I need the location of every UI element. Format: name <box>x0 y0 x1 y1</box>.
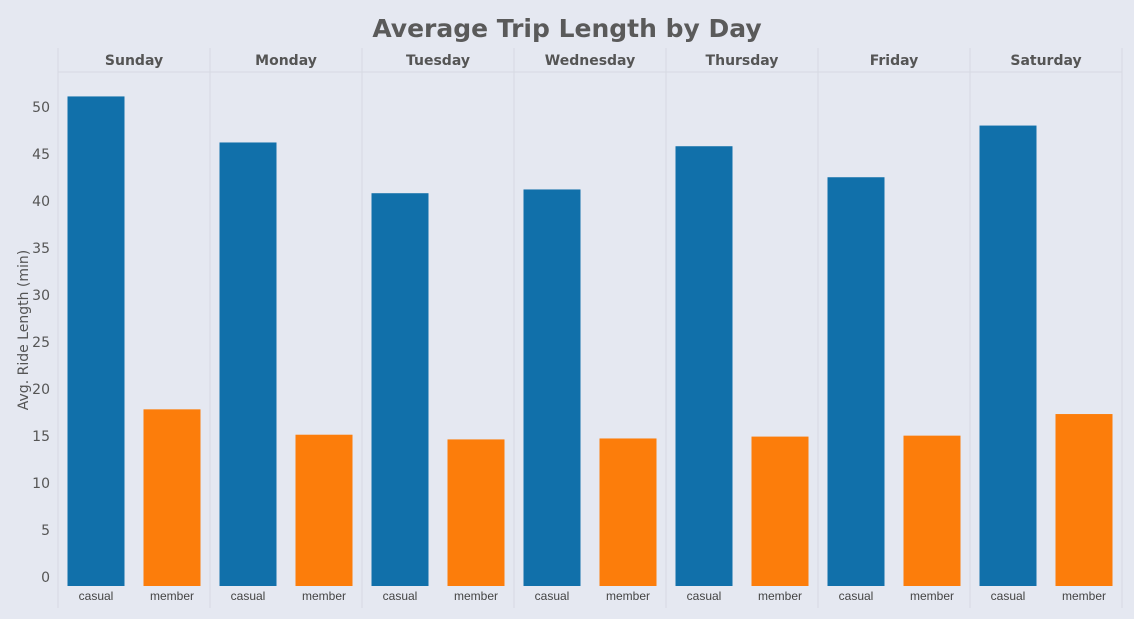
y-tick-label: 10 <box>32 476 50 492</box>
bar <box>219 142 277 586</box>
day-header: Wednesday <box>545 53 635 69</box>
bar <box>295 434 353 586</box>
day-header: Saturday <box>1010 53 1081 69</box>
x-tick-label: member <box>302 589 346 603</box>
bar <box>675 146 733 586</box>
x-tick-label: member <box>758 589 802 603</box>
x-tick-label: casual <box>231 589 266 603</box>
day-header: Thursday <box>706 53 779 69</box>
y-tick-label: 15 <box>32 429 50 445</box>
day-header: Monday <box>255 53 317 69</box>
bar <box>447 439 505 586</box>
x-tick-label: member <box>606 589 650 603</box>
chart-title: Average Trip Length by Day <box>372 14 761 43</box>
bar <box>979 125 1037 586</box>
y-tick-label: 25 <box>32 335 50 351</box>
y-tick-label: 30 <box>32 288 50 304</box>
bar <box>143 409 201 586</box>
bar <box>67 96 125 586</box>
y-axis-title: Avg. Ride Length (min) <box>16 250 32 410</box>
x-tick-label: casual <box>991 589 1026 603</box>
bar <box>1055 414 1113 586</box>
bar <box>903 435 961 586</box>
day-header: Sunday <box>105 53 163 69</box>
y-tick-label: 35 <box>32 241 50 257</box>
x-tick-label: member <box>910 589 954 603</box>
bar <box>599 438 657 586</box>
y-tick-label: 5 <box>41 523 50 539</box>
day-header: Friday <box>870 53 919 69</box>
x-tick-label: casual <box>79 589 114 603</box>
day-header: Tuesday <box>406 53 470 69</box>
bar <box>371 193 429 587</box>
x-tick-label: casual <box>383 589 418 603</box>
x-tick-label: casual <box>687 589 722 603</box>
y-tick-label: 40 <box>32 194 50 210</box>
y-tick-label: 0 <box>41 570 50 586</box>
x-tick-label: member <box>150 589 194 603</box>
bar <box>751 436 809 586</box>
y-tick-label: 45 <box>32 147 50 163</box>
x-tick-label: member <box>454 589 498 603</box>
bar <box>523 189 581 586</box>
y-tick-label: 20 <box>32 382 50 398</box>
y-tick-label: 50 <box>32 100 50 116</box>
bar <box>827 177 885 586</box>
x-tick-label: casual <box>839 589 874 603</box>
x-tick-label: member <box>1062 589 1106 603</box>
x-tick-label: casual <box>535 589 570 603</box>
